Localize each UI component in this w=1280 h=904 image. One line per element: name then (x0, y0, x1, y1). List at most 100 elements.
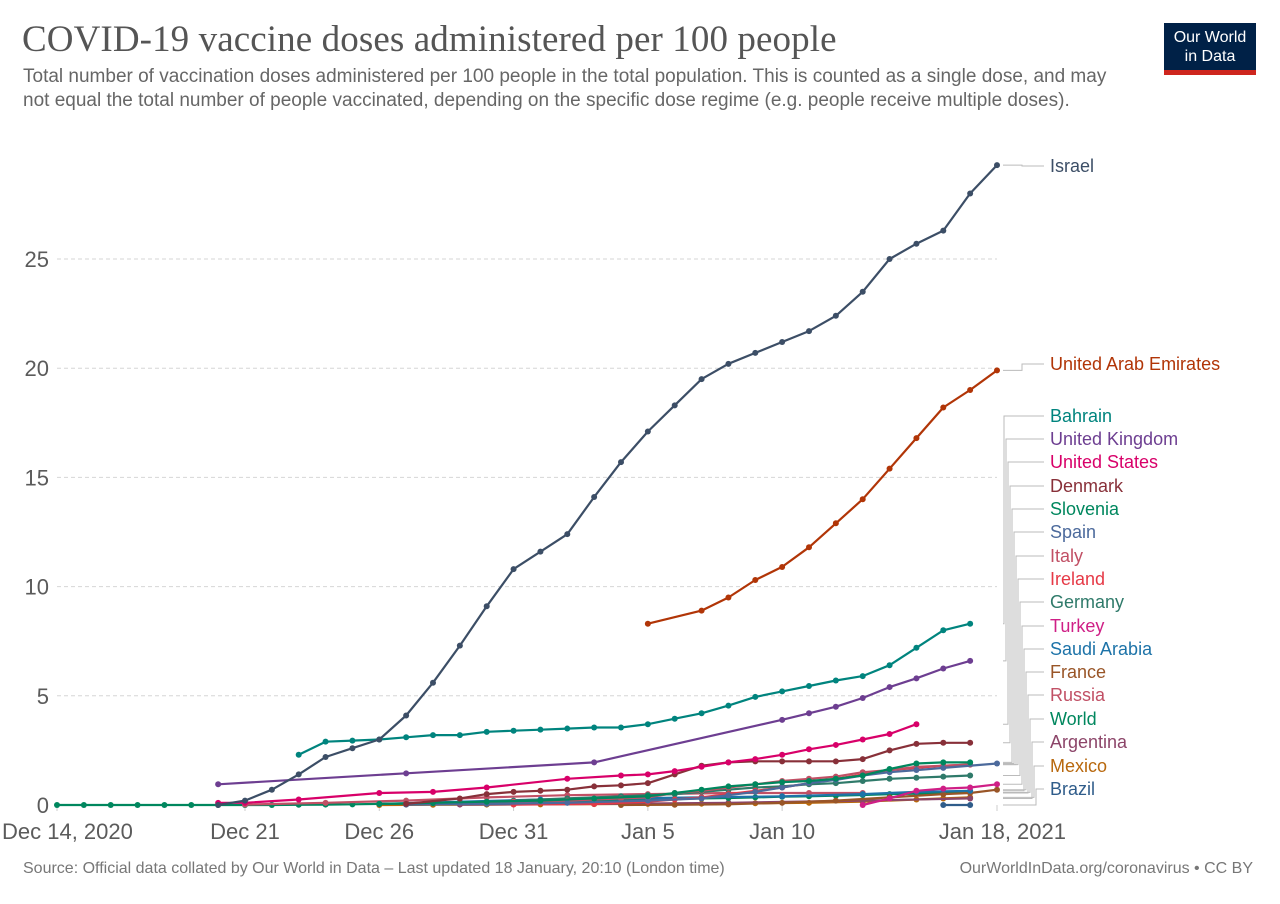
legend-label-bahrain[interactable]: Bahrain (1050, 406, 1112, 426)
data-point (913, 675, 920, 682)
data-point (994, 786, 1000, 793)
data-point (644, 793, 651, 800)
grid-lines (57, 258, 997, 697)
legend-connector (1003, 741, 1044, 799)
data-point (644, 721, 651, 728)
legend-label-slovenia[interactable]: Slovenia (1050, 499, 1120, 519)
data-point (430, 732, 436, 739)
data-point (967, 657, 974, 664)
legend-connector (1003, 363, 1044, 371)
data-point (806, 710, 812, 717)
legend-label-turkey[interactable]: Turkey (1050, 616, 1104, 636)
data-point (940, 791, 947, 798)
data-point (725, 360, 732, 367)
legend-label-italy[interactable]: Italy (1050, 546, 1083, 566)
legend-label-ireland[interactable]: Ireland (1050, 569, 1105, 589)
data-point (886, 731, 893, 738)
data-point (564, 725, 571, 732)
owid-logo[interactable]: Our World in Data (1164, 23, 1256, 75)
legend-label-germany[interactable]: Germany (1050, 592, 1124, 612)
data-point (832, 312, 839, 319)
data-point (725, 783, 732, 790)
data-point (967, 739, 974, 746)
data-point (752, 788, 759, 795)
data-point (886, 256, 893, 262)
legend-connector (1003, 531, 1044, 765)
data-point (967, 772, 974, 779)
legend-label-united-kingdom[interactable]: United Kingdom (1050, 429, 1178, 449)
data-point (913, 721, 920, 728)
data-point (806, 328, 812, 335)
data-point (994, 760, 1000, 767)
data-point (483, 784, 490, 791)
legend-label-argentina[interactable]: Argentina (1050, 732, 1128, 752)
data-point (591, 795, 598, 802)
legend-label-mexico[interactable]: Mexico (1050, 756, 1107, 776)
legend-connector (1003, 601, 1044, 777)
series-turkey (859, 781, 1000, 808)
legend-label-denmark[interactable]: Denmark (1050, 476, 1124, 496)
data-point (913, 435, 920, 442)
data-point (698, 376, 705, 383)
data-point (403, 800, 410, 807)
data-point (698, 607, 705, 614)
data-point (161, 802, 168, 808)
data-point (591, 783, 598, 790)
legend-label-united-states[interactable]: United States (1050, 452, 1158, 472)
source-link[interactable]: OurWorldInData.org/coronavirus • CC BY (959, 860, 1253, 877)
legend-label-saudi-arabia[interactable]: Saudi Arabia (1050, 639, 1153, 659)
data-point (188, 802, 195, 808)
data-point (430, 679, 436, 686)
legend-connector (1003, 671, 1044, 791)
data-point (698, 763, 705, 770)
legend-label-russia[interactable]: Russia (1050, 685, 1106, 705)
legend: Israel United Arab Emirates Bahrain United … (1003, 156, 1220, 806)
legend-label-united-arab-emirates[interactable]: United Arab Emirates (1050, 354, 1220, 374)
data-point (859, 673, 866, 680)
data-point (752, 693, 759, 700)
legend-connector (1003, 461, 1044, 725)
data-point (913, 644, 920, 651)
legend-connector (1003, 648, 1044, 792)
data-point (779, 793, 786, 800)
data-point (698, 710, 705, 717)
legend-label-france[interactable]: France (1050, 662, 1106, 682)
data-point (752, 756, 759, 763)
data-point (859, 772, 866, 779)
data-point (510, 566, 517, 573)
data-point (806, 746, 812, 753)
data-point (725, 594, 732, 601)
series-united-states (215, 721, 920, 806)
data-point (591, 494, 598, 501)
data-point (940, 627, 947, 634)
legend-connector (1003, 438, 1044, 662)
data-point (644, 620, 651, 627)
data-point (671, 789, 678, 796)
legend-label-spain[interactable]: Spain (1050, 522, 1096, 542)
legend-label-israel[interactable]: Israel (1050, 156, 1094, 176)
x-tick-label: Dec 26 (344, 819, 414, 844)
data-point (886, 747, 893, 754)
data-point (644, 428, 651, 435)
data-point (537, 797, 544, 804)
legend-label-world[interactable]: World (1050, 709, 1097, 729)
source-note: Source: Official data collated by Our Wo… (23, 860, 725, 877)
data-point (430, 788, 436, 795)
data-point (806, 682, 812, 689)
data-point (618, 724, 624, 731)
data-point (859, 791, 866, 798)
data-point (537, 548, 544, 555)
data-point (403, 734, 410, 741)
data-point (859, 736, 866, 743)
x-tick-label: Dec 31 (479, 819, 549, 844)
data-point (940, 802, 947, 808)
data-point (510, 727, 517, 734)
data-point (322, 738, 329, 745)
legend-label-brazil[interactable]: Brazil (1050, 779, 1095, 799)
data-point (859, 777, 866, 784)
data-point (859, 756, 866, 763)
x-axis-ticks: Dec 14, 2020 Dec 21 Dec 26 Dec 31 Jan 5 Jan 1… (2, 805, 1066, 844)
data-point (54, 802, 60, 808)
data-point (886, 775, 893, 782)
series-line (218, 659, 971, 786)
